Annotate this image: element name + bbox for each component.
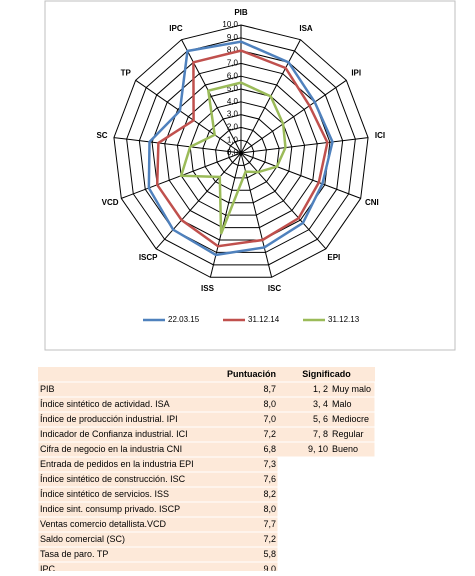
table-cell: 9, 10: [308, 444, 328, 454]
axis-label: ISC: [268, 284, 282, 293]
table-cell: 7,6: [263, 474, 276, 484]
table-cell: 7, 8: [313, 429, 328, 439]
axis-spoke: [240, 152, 361, 199]
axis-label: CNI: [365, 198, 379, 207]
table-cell: 9,0: [263, 564, 276, 571]
table-cell: IPC: [40, 564, 56, 571]
table-cell: 7,3: [263, 459, 276, 469]
table-cell: Índice de producción industrial. IPI: [40, 414, 178, 424]
axis-label: ISA: [299, 24, 313, 33]
r-tick-label: 1,0: [227, 135, 239, 144]
header-cell: Puntuación: [227, 369, 276, 379]
table-cell: Mediocre: [332, 414, 369, 424]
axis-spoke: [209, 152, 242, 278]
axis-label: ISCP: [139, 253, 158, 262]
r-tick-label: 10,0: [222, 20, 238, 29]
r-tick-label: 8,0: [227, 46, 239, 55]
table-cell: Índice sintético de construcción. ISC: [40, 474, 186, 484]
table-cell: Indicador de Confianza industrial. ICI: [40, 429, 188, 439]
axis-label: PIB: [234, 8, 248, 17]
table-cell: 1, 2: [313, 384, 328, 394]
table-cell: Regular: [332, 429, 364, 439]
axis-label: IPC: [169, 24, 183, 33]
axis-spoke: [135, 79, 242, 154]
axis-label: TP: [121, 69, 132, 78]
table-cell: Entrada de pedidos en la industria EPI: [40, 459, 194, 469]
table-cell: 8,0: [263, 399, 276, 409]
table-cell: Malo: [332, 399, 352, 409]
axis-label: ICI: [375, 131, 385, 140]
table-cell: Indice sint. consump privado. ISCP: [40, 504, 180, 514]
grid-ring: [126, 37, 356, 266]
table: Puntuación Significado PIB 8,7 1, 2 Muy malo Í…: [37, 367, 376, 576]
table-cell: Ventas comercio detallista.VCD: [40, 519, 167, 529]
table-cell: 7,2: [263, 429, 276, 439]
table-cell: Muy malo: [332, 384, 371, 394]
r-tick-label: 7,0: [227, 59, 239, 68]
table-cell: Índice sintético de servicios. ISS: [40, 489, 169, 499]
axis-label: SC: [96, 131, 107, 140]
axis-spoke: [240, 137, 369, 154]
table-cell: 7,7: [263, 519, 276, 529]
grid-ring: [113, 24, 369, 278]
r-tick-label: 0,0: [227, 148, 239, 157]
grid-ring: [138, 50, 344, 253]
grid-ring: [215, 126, 267, 179]
table-cell: 7,0: [263, 414, 276, 424]
legend-label: 22.03.15: [168, 315, 200, 324]
table-cell: Bueno: [332, 444, 358, 454]
r-tick-label: 6,0: [227, 71, 239, 80]
table-cell: 8,0: [263, 504, 276, 514]
r-tick-label: 9,0: [227, 33, 239, 42]
table-cell: Tasa de paro. TP: [40, 549, 108, 559]
axis-label: EPI: [327, 253, 340, 262]
axis-spoke: [240, 79, 347, 154]
grid-ring: [176, 88, 306, 216]
series-line: [155, 49, 329, 248]
table-cell: 5, 6: [313, 414, 328, 424]
table-cell: 5,8: [263, 549, 276, 559]
axis-spoke: [155, 152, 242, 250]
grid-ring: [227, 139, 255, 166]
table-cell: 7,2: [263, 534, 276, 544]
series-line: [147, 40, 334, 257]
r-tick-label: 4,0: [227, 97, 239, 106]
table-cell: Saldo comercial (SC): [40, 534, 125, 544]
axis-spoke: [181, 39, 242, 154]
table-cell: PIB: [40, 384, 55, 394]
legend-label: 31.12.13: [328, 315, 360, 324]
axis-spoke: [113, 137, 242, 154]
axis-label: IPI: [351, 69, 361, 78]
r-tick-label: 2,0: [227, 123, 239, 132]
axis-label: ISS: [201, 284, 215, 293]
header-cell: Significado: [302, 369, 351, 379]
table-cell: 3, 4: [313, 399, 328, 409]
table-cell: Índice sintético de actividad. ISA: [40, 399, 170, 409]
row-bg: [37, 561, 279, 576]
table-cell: 6,8: [263, 444, 276, 454]
r-tick-label: 3,0: [227, 110, 239, 119]
header-bg: [38, 367, 375, 382]
axis-label: VCD: [102, 198, 119, 207]
axis-spoke: [240, 152, 327, 250]
table-cell: Cifra de negocio en la industria CNI: [40, 444, 182, 454]
table-cell: 8,7: [263, 384, 276, 394]
grid-ring: [202, 114, 280, 191]
r-tick-label: 5,0: [227, 84, 239, 93]
series-line: [179, 81, 287, 235]
table-cell: 8,2: [263, 489, 276, 499]
chart-frame: [44, 0, 456, 351]
legend-label: 31.12.14: [248, 315, 280, 324]
